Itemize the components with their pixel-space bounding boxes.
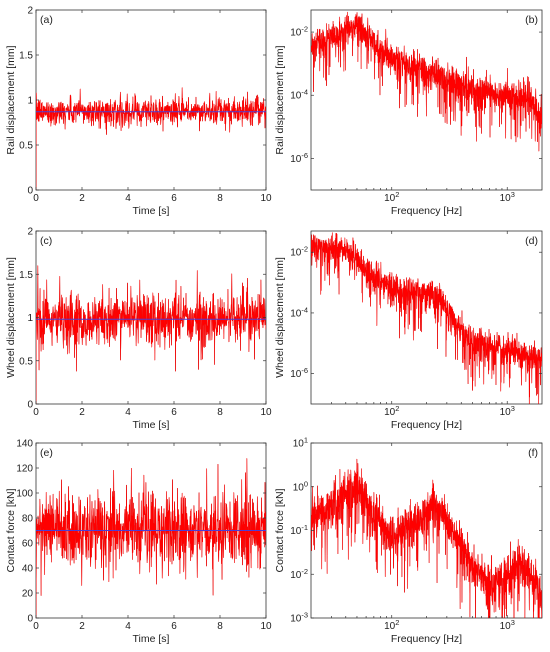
x-tick-label: 2 bbox=[79, 621, 85, 632]
chart-panel-b: 102 103 10-6 10-4 10-2 Frequency [Hz] Rail dis… bbox=[274, 9, 543, 217]
x-axis-label: Time [s] bbox=[133, 633, 170, 645]
chart-panel-d: 102 103 10-6 10-4 10-2 Frequency [Hz] Wheel di… bbox=[274, 230, 543, 431]
x-tick-label: 10 bbox=[260, 621, 272, 632]
spectrum-group bbox=[311, 232, 542, 404]
x-tick-label: 6 bbox=[171, 407, 177, 418]
y-tick-label: 40 bbox=[22, 564, 34, 575]
y-axis-label: Contact force [kN] bbox=[274, 488, 286, 572]
x-tick-label: 4 bbox=[125, 193, 131, 204]
signal-group bbox=[36, 87, 266, 190]
y-tick-label: 0.5 bbox=[19, 141, 33, 152]
x-axis-label: Time [s] bbox=[133, 205, 170, 217]
y-tick-label: 100 bbox=[293, 479, 308, 493]
x-tick-label: 6 bbox=[171, 621, 177, 632]
x-tick-label: 10 bbox=[260, 407, 272, 418]
y-tick-label: 1.5 bbox=[19, 51, 33, 62]
y-axis-label: Contact force [kN] bbox=[5, 488, 17, 572]
x-tick-label: 6 bbox=[171, 193, 177, 204]
panel-label: (a) bbox=[40, 14, 53, 26]
x-tick-label: 0 bbox=[33, 407, 39, 418]
panel-label: (e) bbox=[40, 447, 53, 459]
y-axis-label: Wheel displacement [mm] bbox=[5, 257, 17, 378]
y-tick-label: 1 bbox=[27, 313, 33, 324]
y-tick-label: 20 bbox=[22, 589, 34, 600]
y-tick-label: 10-2 bbox=[290, 25, 308, 39]
panel-label: (d) bbox=[525, 235, 538, 247]
x-tick-label: 8 bbox=[217, 407, 223, 418]
signal-group bbox=[36, 265, 266, 404]
x-tick-label: 102 bbox=[384, 618, 399, 632]
y-tick-label: 101 bbox=[293, 436, 308, 450]
signal-trace bbox=[36, 265, 266, 404]
x-tick-label: 2 bbox=[79, 193, 85, 204]
x-axis-label: Frequency [Hz] bbox=[391, 419, 462, 431]
y-tick-label: 10-2 bbox=[290, 567, 308, 581]
spectrum-group bbox=[311, 458, 542, 618]
x-tick-label: 0 bbox=[33, 193, 39, 204]
y-tick-label: 2 bbox=[27, 6, 33, 17]
y-tick-label: 10-6 bbox=[290, 151, 308, 165]
y-tick-label: 140 bbox=[16, 439, 33, 450]
x-tick-label: 102 bbox=[384, 404, 399, 418]
panel-label: (c) bbox=[40, 235, 52, 247]
signal-trace bbox=[36, 458, 266, 618]
x-tick-label: 103 bbox=[500, 404, 515, 418]
x-tick-label: 103 bbox=[500, 618, 515, 632]
x-axis-label: Frequency [Hz] bbox=[391, 205, 462, 217]
panel-label: (b) bbox=[525, 14, 538, 26]
x-tick-label: 103 bbox=[500, 190, 515, 204]
spectrum-group bbox=[311, 11, 542, 152]
spectrum-trace bbox=[311, 11, 542, 152]
y-tick-label: 10-4 bbox=[290, 88, 308, 102]
x-tick-label: 8 bbox=[217, 193, 223, 204]
y-tick-label: 10-6 bbox=[290, 366, 308, 380]
y-tick-label: 10-3 bbox=[290, 611, 308, 625]
y-tick-label: 1 bbox=[27, 96, 33, 107]
y-tick-label: 10-2 bbox=[290, 245, 308, 259]
signal-group bbox=[36, 458, 266, 618]
y-axis-label: Rail displacement [mm] bbox=[5, 45, 17, 154]
chart-panel-a: 0 2 4 6 8 10 0 0.5 1 1.5 2 Time [s] Rail displacemen… bbox=[5, 6, 272, 218]
y-tick-label: 80 bbox=[22, 514, 34, 525]
y-tick-label: 60 bbox=[22, 539, 34, 550]
y-axis-label: Wheel displacement [mm] bbox=[274, 257, 286, 378]
y-tick-label: 100 bbox=[16, 489, 33, 500]
x-axis-label: Time [s] bbox=[133, 419, 170, 431]
spectrum-trace bbox=[311, 458, 542, 618]
y-tick-label: 10-4 bbox=[290, 305, 308, 319]
y-tick-label: 120 bbox=[16, 464, 33, 475]
y-tick-label: 0 bbox=[27, 614, 33, 625]
signal-trace bbox=[36, 87, 266, 190]
panel-label: (f) bbox=[528, 447, 538, 459]
y-tick-label: 1.5 bbox=[19, 270, 33, 281]
x-tick-label: 10 bbox=[260, 193, 272, 204]
x-tick-label: 4 bbox=[125, 407, 131, 418]
y-tick-label: 0.5 bbox=[19, 356, 33, 367]
x-tick-label: 102 bbox=[384, 190, 399, 204]
x-axis-label: Frequency [Hz] bbox=[391, 633, 462, 645]
y-tick-label: 10-1 bbox=[290, 523, 308, 537]
x-tick-label: 0 bbox=[33, 621, 39, 632]
chart-panel-c: 0 2 4 6 8 10 0 0.5 1 1.5 2 Time [s] Wheel displaceme… bbox=[5, 227, 272, 432]
spectrum-trace bbox=[311, 232, 542, 404]
y-tick-label: 0 bbox=[27, 186, 33, 197]
y-axis-label: Rail displacement [mm] bbox=[274, 45, 286, 154]
x-tick-label: 8 bbox=[217, 621, 223, 632]
y-tick-label: 0 bbox=[27, 400, 33, 411]
chart-panel-f: 102 103 10-3 10-2 10-1 100 101 Frequency [Hz] Co… bbox=[274, 436, 543, 645]
x-tick-label: 4 bbox=[125, 621, 131, 632]
y-tick-label: 2 bbox=[27, 227, 33, 238]
x-tick-label: 2 bbox=[79, 407, 85, 418]
